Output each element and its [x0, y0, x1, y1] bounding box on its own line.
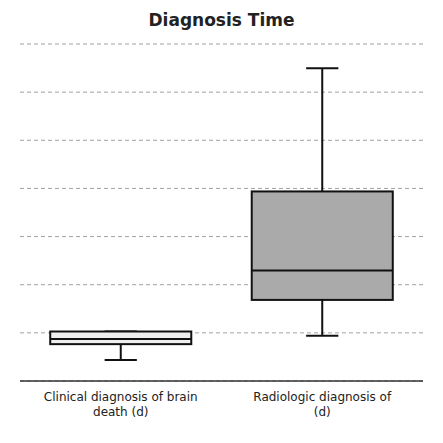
- grid: [20, 44, 423, 381]
- grid-line: [20, 140, 423, 141]
- grid-line: [20, 188, 423, 189]
- x-tick-label-line: (d): [314, 405, 331, 419]
- boxes: [50, 68, 393, 360]
- box: [252, 191, 393, 299]
- x-tick-label-line: Radiologic diagnosis of: [253, 390, 392, 404]
- x-tick-label-line: death (d): [93, 405, 148, 419]
- whisker: [120, 344, 122, 360]
- grid-line: [20, 381, 423, 382]
- grid-line: [20, 44, 423, 45]
- chart: Diagnosis Time Clinical diagnosis of brai…: [0, 0, 443, 443]
- whisker: [321, 68, 323, 191]
- whisker-cap: [306, 335, 338, 337]
- whisker-cap: [306, 67, 338, 69]
- box-group: [50, 332, 191, 360]
- median: [50, 338, 191, 340]
- median: [252, 269, 393, 271]
- whisker-cap: [105, 359, 137, 361]
- box: [50, 332, 191, 345]
- whisker: [321, 300, 323, 336]
- title: Diagnosis Time: [148, 10, 294, 30]
- x-axis: [20, 380, 423, 382]
- x-tick-label: Radiologic diagnosis of(d): [253, 390, 392, 419]
- grid-line: [20, 92, 423, 93]
- x-tick-label: Clinical diagnosis of braindeath (d): [44, 390, 198, 419]
- x-tick-label-line: Clinical diagnosis of brain: [44, 390, 198, 404]
- box-group: [252, 68, 393, 335]
